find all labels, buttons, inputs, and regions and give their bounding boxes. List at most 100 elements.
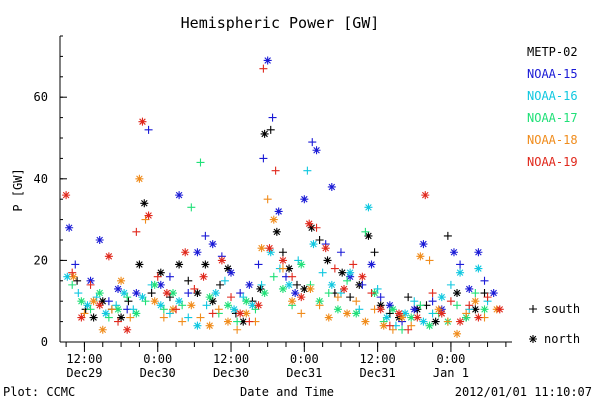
legend-item: NOAA-18: [527, 133, 578, 147]
data-point-noaa-17: [132, 309, 141, 318]
data-point-noaa-18: [333, 293, 342, 302]
x-tick-date: Dec31: [286, 366, 322, 380]
data-point-noaa-17: [361, 227, 370, 236]
data-point-metp-02: [223, 264, 232, 273]
data-point-noaa-18: [288, 297, 297, 306]
data-point-noaa-19: [376, 305, 385, 314]
data-point-noaa-15: [456, 260, 465, 269]
data-point-noaa-16: [202, 301, 211, 310]
x-tick-date: Dec31: [360, 366, 396, 380]
data-point-noaa-19: [254, 301, 263, 310]
data-point-metp-02: [385, 309, 394, 318]
footer-left: Plot: CCMC: [3, 385, 75, 399]
data-point-noaa-18: [434, 305, 443, 314]
data-point-noaa-17: [471, 289, 480, 298]
data-point-noaa-17: [352, 309, 361, 318]
data-point-noaa-16: [248, 301, 257, 310]
data-point-noaa-16: [156, 301, 165, 310]
data-point-noaa-19: [190, 284, 199, 293]
data-point-noaa-17: [251, 305, 260, 314]
data-point-noaa-16: [211, 289, 220, 298]
data-point-noaa-18: [398, 313, 407, 322]
data-point-metp-02: [338, 268, 347, 277]
data-point-noaa-19: [208, 309, 217, 318]
data-point-noaa-19: [367, 289, 376, 298]
data-point-noaa-18: [159, 313, 168, 322]
data-point-metp-02: [73, 276, 82, 285]
x-tick-time: 12:00: [66, 352, 102, 366]
data-point-noaa-15: [86, 276, 95, 285]
data-point-noaa-15: [300, 195, 309, 204]
data-point-noaa-19: [236, 309, 245, 318]
data-point-noaa-16: [220, 276, 229, 285]
data-point-noaa-15: [449, 248, 458, 257]
y-tick-label: 60: [34, 90, 48, 104]
data-point-noaa-15: [193, 248, 202, 257]
data-point-noaa-16: [63, 272, 72, 281]
data-point-noaa-17: [114, 305, 123, 314]
data-point-noaa-18: [223, 317, 232, 326]
data-point-noaa-19: [172, 305, 181, 314]
data-point-noaa-16: [257, 280, 266, 289]
data-point-noaa-16: [364, 203, 373, 212]
data-point-noaa-17: [480, 305, 489, 314]
data-point-noaa-19: [95, 301, 104, 310]
data-point-noaa-19: [474, 313, 483, 322]
data-point-noaa-16: [446, 280, 455, 289]
data-point-metp-02: [239, 317, 248, 326]
data-point-metp-02: [376, 301, 385, 310]
data-point-noaa-16: [318, 268, 327, 277]
data-point-noaa-16: [303, 166, 312, 175]
data-point-noaa-19: [153, 272, 162, 281]
data-point-noaa-16: [129, 305, 138, 314]
data-point-noaa-15: [410, 305, 419, 314]
data-point-noaa-15: [114, 284, 123, 293]
data-point-metp-02: [184, 276, 193, 285]
data-point-noaa-18: [117, 276, 126, 285]
data-point-noaa-16: [346, 268, 355, 277]
data-point-metp-02: [260, 129, 269, 138]
data-point-noaa-19: [265, 244, 274, 253]
data-point-noaa-17: [453, 301, 462, 310]
x-tick-time: 0:00: [143, 352, 172, 366]
series-noaa-15: [65, 56, 498, 326]
data-point-noaa-18: [361, 317, 370, 326]
data-point-noaa-18: [352, 297, 361, 306]
data-point-noaa-15: [385, 301, 394, 310]
data-point-noaa-19: [465, 301, 474, 310]
data-point-metp-02: [346, 293, 355, 302]
data-point-metp-02: [443, 231, 452, 240]
data-point-noaa-15: [376, 293, 385, 302]
data-point-noaa-19: [259, 64, 268, 73]
series-noaa-19: [62, 64, 504, 334]
x-tick-date: Dec30: [213, 366, 249, 380]
data-point-noaa-16: [92, 293, 101, 302]
data-point-noaa-19: [271, 166, 280, 175]
data-point-noaa-18: [297, 309, 306, 318]
data-point-noaa-18: [324, 313, 333, 322]
data-point-noaa-15: [263, 56, 272, 65]
data-point-noaa-15: [465, 284, 474, 293]
data-point-noaa-19: [162, 289, 171, 298]
data-point-noaa-16: [437, 293, 446, 302]
data-point-metp-02: [272, 227, 281, 236]
data-point-noaa-18: [98, 325, 107, 334]
data-point-noaa-18: [462, 309, 471, 318]
x-tick-date: Dec30: [140, 366, 176, 380]
data-point-noaa-18: [126, 313, 135, 322]
data-point-noaa-16: [309, 240, 318, 249]
data-point-metp-02: [156, 268, 165, 277]
data-point-noaa-15: [184, 289, 193, 298]
data-point-noaa-18: [178, 317, 187, 326]
data-point-metp-02: [431, 317, 440, 326]
data-point-noaa-16: [230, 305, 239, 314]
data-point-noaa-17: [150, 280, 159, 289]
data-point-noaa-16: [120, 289, 129, 298]
data-point-noaa-17: [407, 313, 416, 322]
data-point-noaa-19: [428, 289, 437, 298]
data-point-metp-02: [364, 231, 373, 240]
data-point-metp-02: [404, 293, 413, 302]
data-point-noaa-18: [233, 325, 242, 334]
data-point-noaa-18: [205, 321, 214, 330]
data-point-noaa-19: [483, 293, 492, 302]
